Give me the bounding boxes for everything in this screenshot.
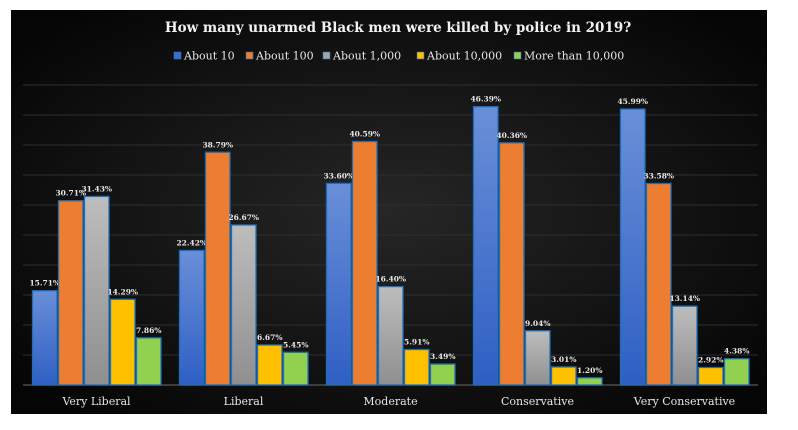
bar-3-0 bbox=[109, 298, 136, 386]
x-axis-labels: Very Liberal Liberal Moderate Conservative V… bbox=[61, 395, 735, 408]
data-label: 3.49% bbox=[430, 352, 455, 361]
bar-2-3 bbox=[524, 330, 551, 386]
bar-0-3 bbox=[472, 106, 499, 386]
data-label: 5.45% bbox=[283, 340, 308, 349]
x-tick-label: Very Conservative bbox=[633, 395, 735, 408]
bar-2-1 bbox=[230, 224, 257, 386]
legend-label: About 1,000 bbox=[332, 50, 401, 63]
data-label: 45.99% bbox=[617, 97, 648, 106]
legend-swatch bbox=[173, 51, 182, 60]
bar-3-4 bbox=[697, 366, 724, 386]
bar-0-4 bbox=[619, 108, 646, 386]
data-label: 30.71% bbox=[55, 189, 86, 198]
bar-1-2 bbox=[351, 140, 378, 386]
bar-3-1 bbox=[256, 344, 283, 386]
x-tick-label: Conservative bbox=[501, 395, 574, 408]
data-label: 9.04% bbox=[525, 319, 550, 328]
bar-0-2 bbox=[325, 182, 352, 386]
data-label: 31.43% bbox=[81, 184, 112, 193]
data-label: 3.01% bbox=[551, 355, 576, 364]
legend-swatch bbox=[513, 51, 522, 60]
bar-1-0 bbox=[57, 200, 84, 386]
bar-0-1 bbox=[178, 249, 205, 386]
data-label: 40.59% bbox=[349, 129, 380, 138]
data-label: 15.71% bbox=[29, 279, 60, 288]
data-label: 33.58% bbox=[643, 172, 674, 181]
bar-2-2 bbox=[377, 285, 404, 386]
legend-item: About 10,000 bbox=[416, 50, 502, 63]
bar-2-0 bbox=[83, 195, 110, 386]
data-label: 26.67% bbox=[228, 213, 259, 222]
data-label: 46.39% bbox=[470, 95, 501, 104]
bar-1-3 bbox=[498, 142, 525, 386]
legend-item: About 100 bbox=[245, 50, 314, 63]
bar-4-4 bbox=[723, 358, 750, 386]
data-label: 40.36% bbox=[496, 131, 527, 140]
legend: About 10 About 100 About 1,000 About 10,000… bbox=[173, 50, 624, 63]
data-label: 6.67% bbox=[257, 333, 282, 342]
legend-swatch bbox=[416, 51, 425, 60]
bar-4-1 bbox=[282, 351, 309, 386]
legend-swatch bbox=[245, 51, 254, 60]
data-label: 13.14% bbox=[669, 294, 700, 303]
data-label: 7.86% bbox=[136, 326, 161, 335]
x-tick-label: Liberal bbox=[224, 395, 264, 408]
legend-label: About 10 bbox=[183, 50, 235, 63]
x-tick-label: Moderate bbox=[363, 395, 417, 408]
legend-label: About 10,000 bbox=[426, 50, 502, 63]
bar-0-0 bbox=[31, 290, 58, 386]
data-label: 38.79% bbox=[202, 140, 233, 149]
data-label: 14.29% bbox=[107, 287, 138, 296]
bar-4-0 bbox=[135, 337, 162, 386]
legend-item: About 10 bbox=[173, 50, 235, 63]
legend-label: More than 10,000 bbox=[524, 50, 624, 63]
data-label: 33.60% bbox=[323, 171, 354, 180]
chart-title: How many unarmed Black men were killed b… bbox=[165, 20, 631, 36]
bar-3-3 bbox=[550, 366, 577, 386]
data-label: 5.91% bbox=[404, 338, 429, 347]
x-tick-label: Very Liberal bbox=[61, 395, 131, 408]
legend-swatch bbox=[322, 51, 331, 60]
bar-3-2 bbox=[403, 348, 430, 386]
data-label: 4.38% bbox=[724, 347, 749, 356]
bar-1-4 bbox=[645, 182, 672, 386]
data-label: 16.40% bbox=[375, 275, 406, 284]
bar-4-2 bbox=[429, 363, 456, 386]
bar-4-3 bbox=[576, 377, 603, 386]
bar-2-4 bbox=[671, 305, 698, 386]
data-label: 1.20% bbox=[577, 366, 602, 375]
data-label: 2.92% bbox=[698, 355, 723, 364]
data-label: 22.42% bbox=[176, 238, 207, 247]
legend-item: About 1,000 bbox=[322, 50, 401, 63]
legend-label: About 100 bbox=[255, 50, 314, 63]
bars: 15.71% 30.71%31.43% 14.29% 7.86% 22.42% 38.79… bbox=[29, 95, 750, 386]
bar-1-1 bbox=[204, 151, 231, 386]
legend-item: More than 10,000 bbox=[513, 50, 624, 63]
